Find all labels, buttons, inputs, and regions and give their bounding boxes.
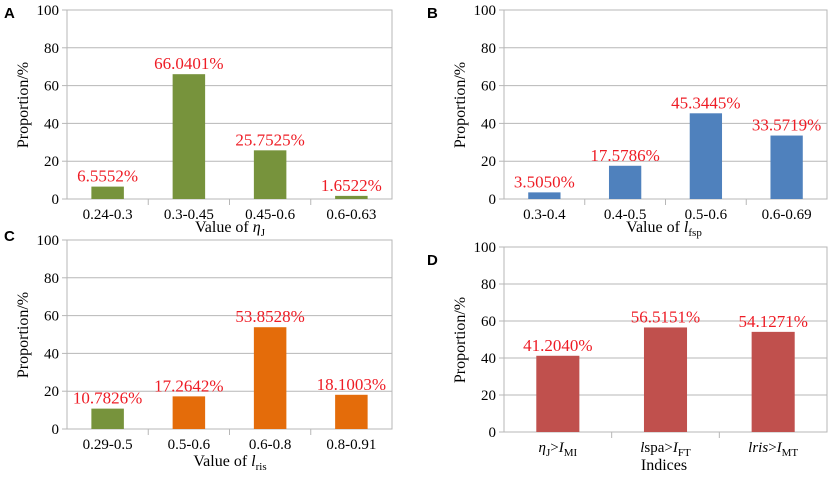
y-tick-label: 0 [52,422,60,438]
bar [689,113,723,199]
chart-panel-d: D 0 20 40 60 80 100 41.2040% ηJ>IMI 56.5151% lspa>… [427,240,828,474]
y-tick-label: 40 [44,346,59,362]
data-label: 25.7525% [235,130,304,149]
x-axis-label: Value of ηJ [195,219,266,239]
y-axis-label: Proportion/% [452,297,469,383]
x-tick-label: 0.6-0.69 [762,207,812,223]
bar [770,135,803,199]
y-tick-label: 0 [489,425,497,441]
panel-letter: B [427,5,438,22]
x-axis-label: Indices [641,457,687,474]
bar [528,192,561,199]
y-tick-label: 80 [481,277,496,293]
bar [335,195,368,199]
x-tick-label: ηJ>IMI [539,440,578,459]
data-label: 6.5552% [77,167,138,186]
data-label: 45.3445% [671,93,740,112]
y-tick-label: 100 [474,240,497,256]
y-tick-label: 100 [474,3,497,19]
x-tick-label: 0.3-0.45 [164,207,214,223]
bar [536,355,580,432]
x-tick-label: 0.6-0.63 [326,207,376,223]
bar [91,186,124,199]
y-tick-label: 20 [481,388,496,404]
y-tick-label: 60 [44,79,59,95]
y-tick-label: 40 [481,116,496,132]
x-tick-label: 0.3-0.4 [523,207,566,223]
bar [335,394,368,429]
x-axis-label: Value of lfsp [626,219,702,239]
bar [608,165,642,199]
data-label: 54.1271% [738,312,807,331]
y-tick-label: 80 [481,41,496,57]
y-tick-label: 20 [44,384,59,400]
y-tick-label: 60 [481,314,496,330]
bar [253,150,287,199]
x-tick-label: lris>IMT [748,440,798,459]
y-tick-label: 20 [44,154,59,170]
y-tick-label: 0 [489,192,497,208]
data-label: 41.2040% [523,336,592,355]
x-axis-label: Value of lris [193,453,266,473]
y-tick-label: 80 [44,41,59,57]
y-tick-label: 60 [481,79,496,95]
data-label: 1.6522% [321,176,382,195]
chart-panel-b: B 0 20 40 60 80 100 3.5050% 0.3-0.4 17.5786% 0.4-0… [427,3,828,239]
x-tick-label: 0.45-0.6 [245,207,295,223]
data-label: 3.5050% [514,172,575,191]
panel-letter: C [4,228,15,245]
panel-letter: A [4,5,15,22]
bar [643,327,688,432]
data-label: 33.5719% [752,116,821,135]
x-tick-label: 0.29-0.5 [83,437,133,453]
chart-panel-a: A 0 20 40 60 80 100 6.5552% 0.24-0.3 66.0401% 0.3-… [4,3,393,239]
data-label: 53.8528% [235,307,304,326]
y-tick-label: 100 [37,3,60,19]
bar [253,327,287,429]
x-tick-label: 0.24-0.3 [83,207,133,223]
data-label: 66.0401% [154,54,223,73]
y-tick-label: 40 [44,116,59,132]
bar [172,396,206,429]
y-tick-label: 20 [481,154,496,170]
bar [751,331,795,432]
x-tick-label: 0.5-0.6 [685,207,728,223]
x-tick-label: 0.8-0.91 [326,437,376,453]
data-label: 17.5786% [590,146,659,165]
bar [172,74,206,199]
data-label: 10.7826% [73,389,142,408]
y-axis-label: Proportion/% [452,62,469,148]
y-tick-label: 100 [37,233,60,249]
y-tick-label: 80 [44,271,59,287]
x-tick-label: 0.5-0.6 [168,437,211,453]
y-axis-label: Proportion/% [15,292,32,378]
y-tick-label: 60 [44,309,59,325]
y-tick-label: 0 [52,192,60,208]
bar [91,408,124,429]
data-label: 17.2642% [154,376,223,395]
y-tick-label: 40 [481,351,496,367]
panel-letter: D [427,252,438,269]
y-axis-label: Proportion/% [15,62,32,148]
x-tick-label: lspa>IFT [640,440,691,459]
data-label: 56.5151% [631,307,700,326]
x-tick-label: 0.6-0.8 [249,437,292,453]
x-tick-label: 0.4-0.5 [604,207,647,223]
data-label: 18.1003% [317,375,386,394]
chart-panel-c: C 0 20 40 60 80 100 10.7826% 0.29-0.5 17.2642% 0.5… [4,228,393,473]
